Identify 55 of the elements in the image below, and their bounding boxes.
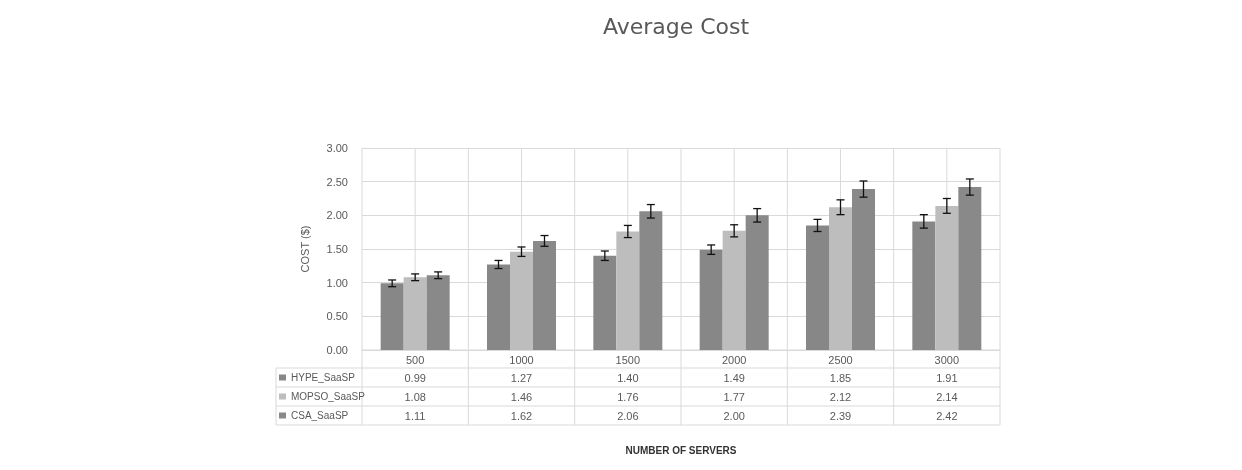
data-label: 1.85 bbox=[829, 371, 852, 384]
data-label: 2.00 bbox=[723, 409, 745, 422]
data-label: 1.27 bbox=[510, 371, 533, 384]
bar bbox=[745, 215, 769, 350]
x-tick-label: 3000 bbox=[934, 353, 960, 366]
y-tick-label: 0.00 bbox=[326, 344, 348, 356]
bar bbox=[912, 221, 936, 350]
bar bbox=[593, 255, 617, 350]
data-label: 1.49 bbox=[723, 371, 745, 384]
y-tick-label: 0.50 bbox=[326, 310, 348, 323]
data-label: 1.11 bbox=[404, 409, 426, 422]
bar bbox=[616, 231, 640, 350]
data-label: 1.46 bbox=[510, 390, 533, 403]
data-label: 1.77 bbox=[723, 390, 745, 403]
x-tick-label: 2000 bbox=[721, 353, 747, 366]
legend-label: CSA_SaaSP bbox=[291, 410, 349, 421]
legend-label: HYPE_SaaSP bbox=[291, 372, 356, 383]
bar bbox=[510, 251, 533, 350]
data-label: 1.08 bbox=[404, 390, 426, 403]
bar bbox=[722, 230, 746, 350]
data-label: 1.62 bbox=[510, 409, 533, 422]
bar bbox=[426, 275, 450, 350]
bar bbox=[403, 277, 427, 350]
bar bbox=[639, 211, 663, 350]
data-label: 2.14 bbox=[936, 390, 958, 403]
bar bbox=[958, 187, 982, 350]
bar bbox=[829, 207, 852, 350]
x-tick-label: 2500 bbox=[828, 353, 853, 366]
bar bbox=[533, 240, 556, 350]
data-label: 1.91 bbox=[936, 371, 958, 384]
text: NUMBER OF SERVERS bbox=[625, 444, 737, 456]
y-tick-label: 1.50 bbox=[326, 243, 348, 255]
y-axis-title: COST ($) bbox=[298, 225, 311, 273]
x-tick-label: 500 bbox=[405, 353, 425, 366]
data-label: 1.76 bbox=[617, 390, 639, 403]
y-tick-label: 3.00 bbox=[326, 142, 348, 154]
y-tick-label: 1.00 bbox=[326, 276, 348, 289]
x-tick-label: 1000 bbox=[509, 353, 534, 366]
bar bbox=[487, 264, 510, 350]
data-label: 2.12 bbox=[829, 390, 852, 403]
y-tick-label: 2.00 bbox=[326, 209, 348, 222]
data-label: 2.06 bbox=[617, 409, 639, 422]
bar bbox=[699, 249, 723, 350]
bar bbox=[380, 283, 404, 350]
data-label: 2.42 bbox=[936, 409, 958, 422]
bar bbox=[806, 225, 829, 350]
legend-label: MOPSO_SaaSP bbox=[291, 391, 366, 402]
y-tick-label: 2.50 bbox=[326, 175, 348, 188]
bar bbox=[935, 205, 959, 350]
data-label: 1.40 bbox=[617, 371, 639, 384]
data-label: 0.99 bbox=[404, 371, 426, 384]
data-label: 2.39 bbox=[829, 409, 852, 422]
chart-title: Average Cost bbox=[602, 13, 750, 39]
bar bbox=[852, 189, 875, 350]
x-tick-label: 1500 bbox=[615, 353, 641, 366]
